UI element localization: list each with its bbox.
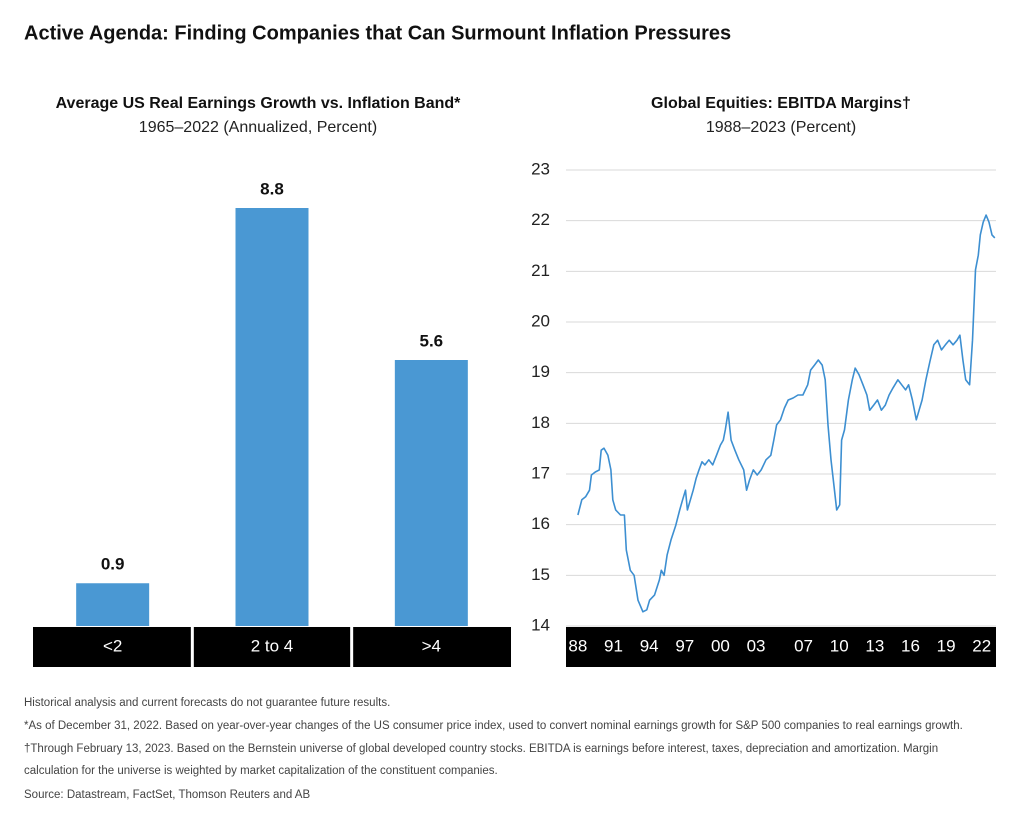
- footnote: *As of December 31, 2022. Based on year-…: [24, 720, 963, 732]
- x-axis-band: [566, 627, 996, 667]
- chart-subtitle: 1988–2023 (Percent): [706, 119, 856, 136]
- x-tick-label: 94: [640, 636, 659, 655]
- x-tick-label: 07: [794, 636, 813, 655]
- footnote: calculation for the universe is weighted…: [24, 765, 498, 777]
- x-tick-label: <2: [103, 636, 122, 655]
- x-tick-label: 22: [972, 636, 991, 655]
- value-label: 5.6: [420, 331, 444, 350]
- x-tick-label: 13: [865, 636, 884, 655]
- bar: [76, 583, 150, 626]
- y-tick-label: 20: [531, 311, 550, 330]
- x-tick-label: >4: [422, 636, 441, 655]
- y-tick-label: 17: [531, 463, 550, 482]
- x-tick-label: 2 to 4: [251, 636, 294, 655]
- y-tick-label: 16: [531, 514, 550, 533]
- x-tick-label: 00: [711, 636, 730, 655]
- x-tick-label: 19: [937, 636, 956, 655]
- y-tick-label: 19: [531, 362, 550, 381]
- value-label: 8.8: [260, 179, 284, 198]
- x-tick-label: 03: [747, 636, 766, 655]
- value-label: 0.9: [101, 555, 125, 574]
- x-tick-label: 10: [830, 636, 849, 655]
- data-line: [577, 214, 996, 613]
- y-tick-label: 15: [531, 565, 550, 584]
- chart-title: Global Equities: EBITDA Margins†: [651, 95, 911, 112]
- category-band: [353, 627, 511, 667]
- x-tick-label: 97: [675, 636, 694, 655]
- y-tick-label: 23: [531, 159, 550, 178]
- chart-subtitle: 1965–2022 (Annualized, Percent): [139, 119, 377, 136]
- page-title: Active Agenda: Finding Companies that Ca…: [24, 22, 731, 44]
- bar: [394, 360, 468, 626]
- y-tick-label: 14: [531, 615, 550, 634]
- footnote: Historical analysis and current forecast…: [24, 697, 391, 709]
- x-tick-label: 91: [604, 636, 623, 655]
- chart-title: Average US Real Earnings Growth vs. Infl…: [56, 95, 462, 112]
- category-band: [33, 627, 191, 667]
- y-tick-label: 21: [531, 261, 550, 280]
- y-tick-label: 18: [531, 413, 550, 432]
- charts: Active Agenda: Finding Companies that Ca…: [24, 22, 996, 667]
- footnote: †Through February 13, 2023. Based on the…: [24, 743, 939, 755]
- y-tick-label: 22: [531, 210, 550, 229]
- x-tick-label: 88: [568, 636, 587, 655]
- bar: [235, 208, 309, 626]
- x-tick-label: 16: [901, 636, 920, 655]
- category-band: [193, 627, 351, 667]
- footnote: Source: Datastream, FactSet, Thomson Reu…: [24, 789, 311, 801]
